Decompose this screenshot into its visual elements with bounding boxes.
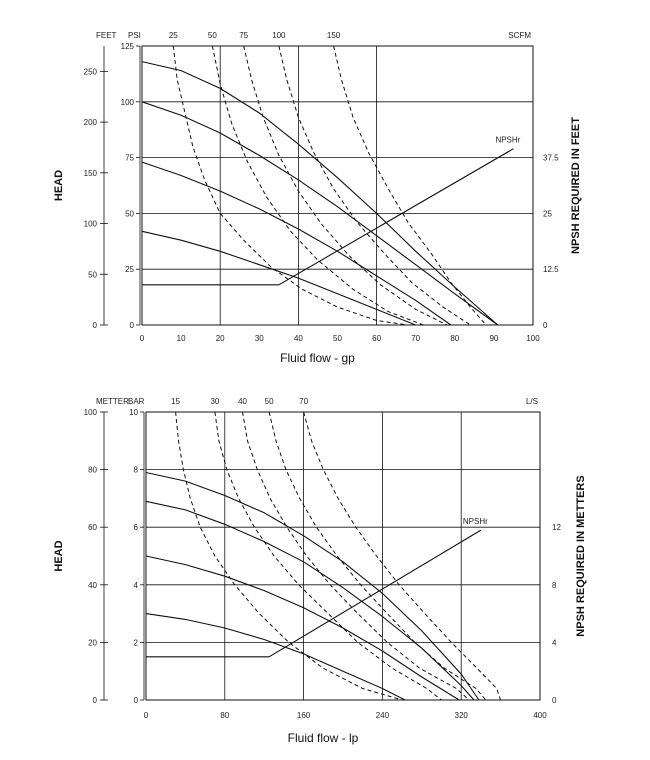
chart2-performance-curve xyxy=(145,613,406,701)
chart1-outer-left-tick-label: 250 xyxy=(84,67,98,76)
chart1-npsh-tick-label: 37.5 xyxy=(543,154,559,163)
chart2-x-tick-label: 320 xyxy=(455,711,469,720)
chart2-performance-curve xyxy=(145,555,460,701)
chart1-npsh-label: NPSHr xyxy=(495,136,520,145)
chart1-outer-left-tick-label: 50 xyxy=(88,270,97,279)
chart2-air-consumption-curve xyxy=(268,411,487,701)
chart1-x-tick-label: 40 xyxy=(294,334,303,343)
chart2-inner-left-tick-label: 10 xyxy=(129,408,138,417)
chart1-npsh-tick-label: 12.5 xyxy=(543,265,559,274)
chart1-air-label: 150 xyxy=(327,31,341,40)
chart1-x-tick-label: 100 xyxy=(526,334,540,343)
chart1-air-consumption-curve xyxy=(333,45,487,326)
chart2-x-tick-label: 400 xyxy=(533,711,547,720)
chart1-x-tick-label: 50 xyxy=(333,334,342,343)
chart2-inner-left-tick-label: 4 xyxy=(134,581,139,590)
chart1-x-tick-label: 30 xyxy=(255,334,264,343)
chart2-air-label: 70 xyxy=(299,397,308,406)
chart2-air-consumption-curve xyxy=(214,411,442,701)
chart2-inner-left-tick-label: 8 xyxy=(134,466,139,475)
chart2-npsh-tick-label: 4 xyxy=(552,638,557,647)
chart1-inner-left-tick-label: 100 xyxy=(121,98,135,107)
chart2-outer-left-tick-label: 80 xyxy=(88,466,97,475)
chart2-npsh-label: NPSHr xyxy=(463,517,488,526)
chart2-x-axis-label: Fluid flow - lp xyxy=(288,731,359,745)
chart1-x-axis-label: Fluid flow - gp xyxy=(280,351,355,365)
chart2-outer-left-tick-label: 40 xyxy=(88,581,97,590)
chart1-x-tick-label: 10 xyxy=(177,334,186,343)
chart2-x-tick-label: 160 xyxy=(297,711,311,720)
chart1-npsh-tick-label: 25 xyxy=(543,209,552,218)
chart1-x-tick-label: 90 xyxy=(489,334,498,343)
chart1-air-label: 75 xyxy=(239,31,248,40)
chart1-performance-curve xyxy=(141,161,452,326)
chart2-right-title: NPSH REQUIRED IN METTERS xyxy=(575,475,587,636)
chart1-x-tick-label: 80 xyxy=(450,334,459,343)
chart1-air-label: 100 xyxy=(272,31,286,40)
chart2-air-consumption-curve xyxy=(242,411,470,701)
chart1-air-consumption-curve xyxy=(211,45,424,326)
chart1-x-tick-label: 0 xyxy=(140,334,145,343)
chart1-x-tick-label: 20 xyxy=(216,334,225,343)
chart2-inner-left-tick-label: 6 xyxy=(134,523,139,532)
chart1-outer-left-tick-label: 0 xyxy=(93,321,98,330)
chart2-x-tick-label: 80 xyxy=(220,711,229,720)
chart2-top-right-label: L/S xyxy=(526,397,538,406)
chart1-left-title: HEAD xyxy=(53,170,65,201)
chart2-inner-left-tick-label: 2 xyxy=(134,638,139,647)
chart1-outer-left-tick-label: 200 xyxy=(84,118,98,127)
chart2-x-tick-label: 240 xyxy=(376,711,390,720)
chart2-npsh-tick-label: 0 xyxy=(552,696,557,705)
chart1-air-label: 50 xyxy=(208,31,217,40)
chart1-inner-left-tick-label: 0 xyxy=(130,321,135,330)
chart2-air-consumption-curve xyxy=(175,411,403,701)
chart1-inner-left-tick-label: 125 xyxy=(121,42,135,51)
chart2-air-label: 40 xyxy=(238,397,247,406)
chart2-npsh-tick-label: 8 xyxy=(552,581,557,590)
chart1-performance-curve xyxy=(141,230,416,326)
chart2-air-label: 50 xyxy=(265,397,274,406)
chart1-outer-left-tick-label: 150 xyxy=(84,169,98,178)
chart2-outer-left-tick-label: 60 xyxy=(88,523,97,532)
chart1-air-label: 25 xyxy=(169,31,178,40)
chart2-performance-curve xyxy=(268,529,482,658)
chart1-npsh-tick-label: 0 xyxy=(543,321,548,330)
chart1-air-consumption-curve xyxy=(278,45,471,326)
chart2-performance-curve xyxy=(145,500,475,701)
chart1-inner-left-tick-label: 50 xyxy=(125,209,134,218)
chart2-outer-left-tick-label: 100 xyxy=(84,408,98,417)
chart2-left-title: HEAD xyxy=(53,540,65,571)
chart2-outer-axis-label: METTER xyxy=(96,397,129,406)
chart2-x-tick-label: 0 xyxy=(144,711,149,720)
chart2-performance-curve xyxy=(145,471,480,701)
chart2-air-label: 15 xyxy=(171,397,180,406)
chart2-inner-axis-label: BAR xyxy=(128,397,145,406)
chart1-x-tick-label: 60 xyxy=(372,334,381,343)
chart2-outer-left-tick-label: 0 xyxy=(93,696,98,705)
chart2-air-consumption-curve xyxy=(303,411,502,701)
chart1-outer-axis-label: FEET xyxy=(96,31,117,40)
chart1-outer-left-tick-label: 100 xyxy=(84,220,98,229)
chart1-right-title: NPSH REQUIRED IN FEET xyxy=(570,117,582,254)
chart2-inner-left-tick-label: 0 xyxy=(134,696,139,705)
chart2-npsh-tick-label: 12 xyxy=(552,523,561,532)
chart2-outer-left-tick-label: 20 xyxy=(88,638,97,647)
chart1-performance-curve xyxy=(278,148,514,286)
chart1-plot-frame xyxy=(141,45,534,326)
chart1-top-right-label: SCFM xyxy=(508,31,531,40)
chart2-air-label: 30 xyxy=(210,397,219,406)
chart1-x-tick-label: 70 xyxy=(411,334,420,343)
chart1-inner-axis-label: PSI xyxy=(128,31,141,40)
chart1-air-consumption-curve xyxy=(172,45,408,326)
chart1-inner-left-tick-label: 75 xyxy=(125,154,134,163)
chart1-performance-curve xyxy=(141,101,499,326)
chart1-air-consumption-curve xyxy=(243,45,448,326)
chart1-inner-left-tick-label: 25 xyxy=(125,265,134,274)
